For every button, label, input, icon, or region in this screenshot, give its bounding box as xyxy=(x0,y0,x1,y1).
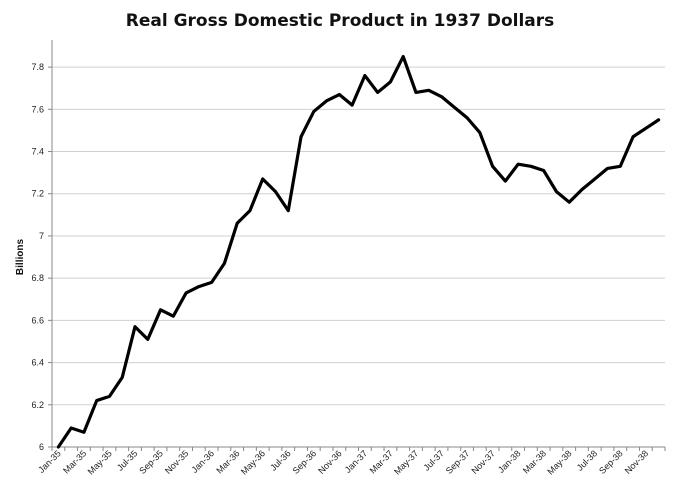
data-point xyxy=(261,177,264,180)
data-point xyxy=(593,177,596,180)
x-tick-label: May-36 xyxy=(239,448,267,476)
x-tick-label: May-35 xyxy=(86,448,114,476)
data-point xyxy=(70,427,73,430)
data-point xyxy=(82,431,85,434)
data-point xyxy=(619,165,622,168)
data-point xyxy=(580,188,583,191)
data-point xyxy=(146,338,149,341)
data-point xyxy=(414,91,417,94)
data-point xyxy=(197,285,200,288)
x-tick-label: Jul-35 xyxy=(115,448,139,472)
x-tick-label: Sep-35 xyxy=(137,448,165,476)
data-point xyxy=(529,165,532,168)
x-tick-label: Mar-37 xyxy=(368,448,395,475)
x-tick-label: Jan-38 xyxy=(496,448,523,475)
data-point xyxy=(300,135,303,138)
data-point xyxy=(491,165,494,168)
x-tick-label: Nov-36 xyxy=(316,448,344,476)
series-gdp xyxy=(56,54,661,449)
data-point xyxy=(236,222,239,225)
x-tick-label: Nov-37 xyxy=(469,448,497,476)
data-point xyxy=(248,209,251,212)
data-point xyxy=(121,376,124,379)
x-tick-label: Nov-35 xyxy=(163,448,191,476)
data-point xyxy=(95,399,98,402)
data-point xyxy=(478,131,481,134)
gridlines xyxy=(52,66,665,406)
y-axis-label: Billions xyxy=(15,239,26,276)
data-point xyxy=(108,395,111,398)
y-tick-label: 6.8 xyxy=(31,273,44,283)
data-point xyxy=(172,315,175,318)
data-point xyxy=(542,169,545,172)
x-tick-label: Sep-36 xyxy=(291,448,319,476)
x-tick-label: Sep-37 xyxy=(444,448,472,476)
y-tick-label: 7 xyxy=(39,231,44,241)
y-tick-label: 7.2 xyxy=(31,189,44,199)
y-tick-labels: 6 6.2 6.4 6.6 6.8 7 7.2 7.4 7.6 7.8 xyxy=(31,62,44,452)
data-point xyxy=(657,118,660,121)
x-tick-label: Mar-36 xyxy=(214,448,241,475)
data-point xyxy=(325,99,328,102)
x-tick-label: Jan-35 xyxy=(36,448,63,475)
data-point xyxy=(402,55,405,58)
data-point xyxy=(223,262,226,265)
data-point xyxy=(644,127,647,130)
x-tick-label: Sep-38 xyxy=(597,448,625,476)
y-tick-label: 6 xyxy=(39,442,44,452)
data-point xyxy=(568,201,571,204)
x-tick-label: Jul-36 xyxy=(268,448,292,472)
data-point xyxy=(427,89,430,92)
data-point xyxy=(632,135,635,138)
series-line xyxy=(56,54,661,449)
data-point xyxy=(466,116,469,119)
data-point xyxy=(185,291,188,294)
data-point xyxy=(210,281,213,284)
data-point xyxy=(351,104,354,107)
data-point xyxy=(338,93,341,96)
x-tick-label: Jul-38 xyxy=(575,448,599,472)
data-point xyxy=(274,190,277,193)
y-tick-label: 6.6 xyxy=(31,315,44,325)
y-tick-label: 7.4 xyxy=(31,147,44,157)
x-tick-label: Mar-38 xyxy=(521,448,548,475)
x-tick-label: Jul-37 xyxy=(422,448,446,472)
data-point xyxy=(606,167,609,170)
data-point xyxy=(363,74,366,77)
axes xyxy=(48,40,666,451)
x-tick-label: Mar-35 xyxy=(61,448,88,475)
data-point xyxy=(376,91,379,94)
y-tick-label: 7.8 xyxy=(31,62,44,72)
x-tick-label: May-37 xyxy=(392,448,420,476)
data-point xyxy=(555,190,558,193)
data-point xyxy=(517,163,520,166)
data-point xyxy=(312,110,315,113)
data-point xyxy=(504,180,507,183)
y-tick-label: 6.2 xyxy=(31,400,44,410)
x-tick-label: Jan-37 xyxy=(343,448,370,475)
y-tick-label: 7.6 xyxy=(31,104,44,114)
x-tick-label: Nov-38 xyxy=(623,448,651,476)
data-point xyxy=(389,80,392,83)
x-tick-label: May-38 xyxy=(545,448,573,476)
data-point xyxy=(57,446,60,449)
x-tick-label: Jan-36 xyxy=(190,448,217,475)
data-point xyxy=(134,325,137,328)
data-point xyxy=(287,209,290,212)
data-point xyxy=(453,106,456,109)
data-point xyxy=(159,308,162,311)
data-point xyxy=(440,95,443,98)
y-tick-label: 6.4 xyxy=(31,358,44,368)
chart-title: Real Gross Domestic Product in 1937 Doll… xyxy=(126,11,555,31)
